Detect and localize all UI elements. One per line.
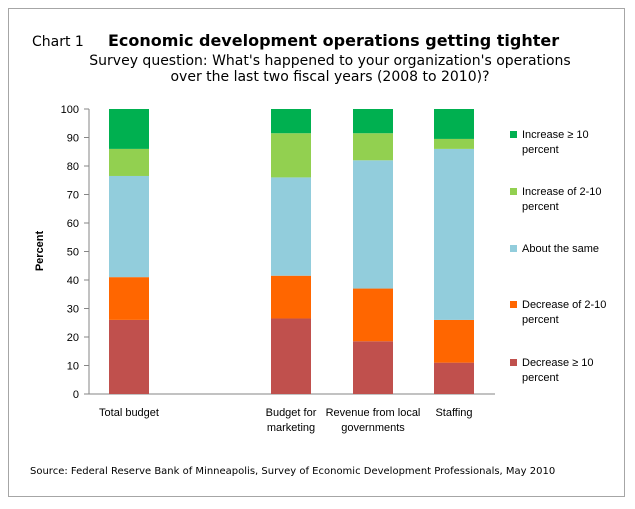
x-tick-label: Total budget — [99, 407, 159, 419]
legend-label: percent — [522, 144, 559, 156]
bar-segment — [109, 109, 149, 149]
subtitle-line-1: Survey question: What's happened to your… — [89, 53, 571, 69]
bar-segment — [434, 362, 474, 394]
bar-segment — [353, 341, 393, 394]
bar-segment — [434, 138, 474, 149]
bar-segment — [353, 288, 393, 342]
chart-title: Economic development operations getting … — [108, 31, 560, 50]
y-tick-label: 80 — [67, 161, 79, 173]
bar-segment — [434, 109, 474, 139]
bar-segment — [109, 277, 149, 320]
bar-segment — [271, 275, 311, 319]
legend-label: percent — [522, 201, 559, 213]
legend-label: About the same — [522, 243, 599, 255]
x-tick-label: marketing — [267, 422, 315, 434]
bar-segment — [109, 319, 149, 394]
x-tick-label: Staffing — [435, 407, 472, 419]
bar-segment — [434, 319, 474, 363]
chart-subtitle: Survey question: What's happened to your… — [80, 53, 580, 85]
y-tick-label: 0 — [73, 389, 79, 401]
y-tick-label: 30 — [67, 304, 79, 316]
y-tick-label: 40 — [67, 275, 79, 287]
bar-segment — [434, 148, 474, 320]
legend-swatch — [510, 245, 517, 252]
bar-segment — [353, 133, 393, 161]
x-tick-label: Budget for — [266, 407, 317, 419]
legend-label: Decrease ≥ 10 — [522, 357, 593, 369]
y-tick-label: 10 — [67, 361, 79, 373]
bar-segment — [271, 133, 311, 178]
x-tick-label: Revenue from local — [326, 407, 421, 419]
y-tick-label: 100 — [61, 104, 79, 116]
x-tick-label: governments — [341, 422, 405, 434]
y-tick-label: 90 — [67, 133, 79, 145]
legend-label: percent — [522, 314, 559, 326]
legend-swatch — [510, 188, 517, 195]
legend-swatch — [510, 359, 517, 366]
bar-segment — [353, 160, 393, 289]
legend-label: percent — [522, 372, 559, 384]
bar-segment — [271, 109, 311, 134]
bar-segment — [353, 109, 393, 134]
legend-swatch — [510, 301, 517, 308]
chart-label: Chart 1 — [32, 34, 84, 50]
bar-segment — [109, 175, 149, 278]
subtitle-line-2: over the last two fiscal years (2008 to … — [170, 69, 490, 85]
y-tick-label: 20 — [67, 332, 79, 344]
bar-segment — [109, 148, 149, 176]
legend-label: Increase ≥ 10 — [522, 129, 589, 141]
bar-segment — [271, 318, 311, 394]
source-note: Source: Federal Reserve Bank of Minneapo… — [30, 466, 556, 477]
y-tick-label: 70 — [67, 190, 79, 202]
legend-label: Increase of 2-10 — [522, 186, 602, 198]
bar-segment — [271, 177, 311, 276]
y-tick-label: 60 — [67, 218, 79, 230]
y-axis-label: Percent — [34, 230, 46, 271]
legend-swatch — [510, 131, 517, 138]
y-tick-label: 50 — [67, 247, 79, 259]
legend-label: Decrease of 2-10 — [522, 299, 606, 311]
